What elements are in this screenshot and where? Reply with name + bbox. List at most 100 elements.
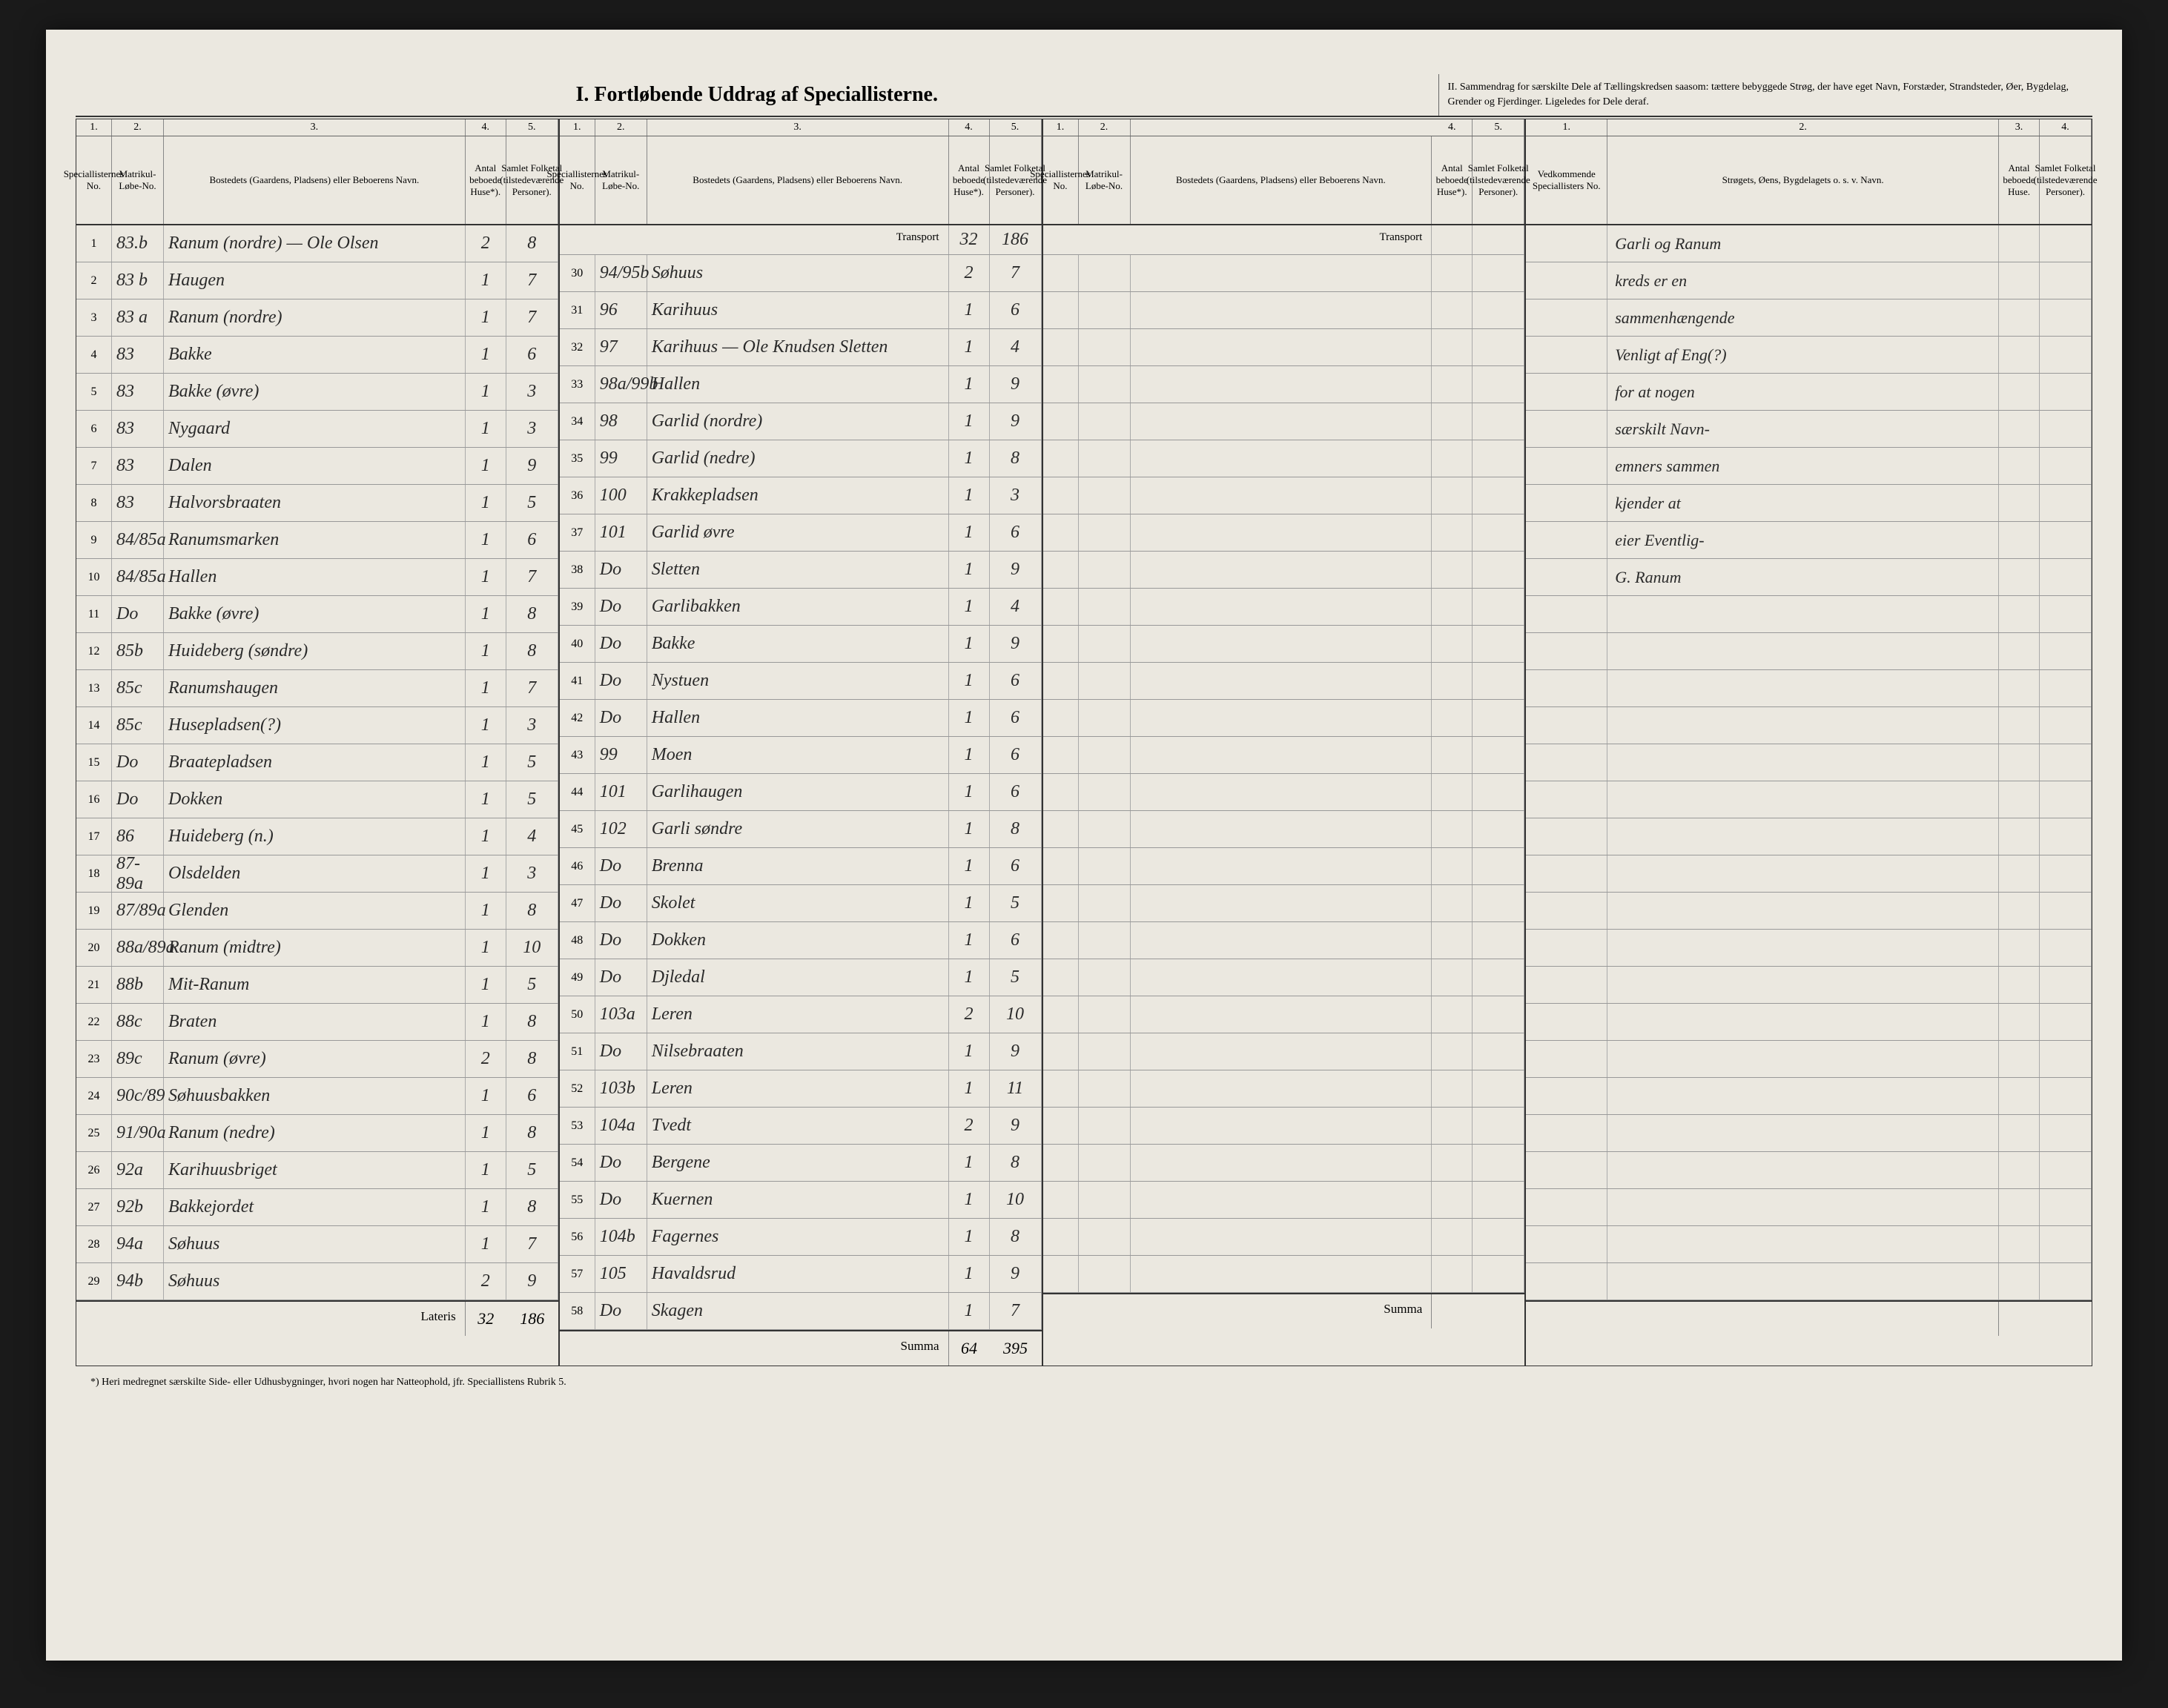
persons: 9 xyxy=(506,1263,558,1300)
place-name: Djledal xyxy=(647,959,949,996)
speciallist-no xyxy=(1526,1152,1607,1188)
matrikul-no: 90c/89 xyxy=(112,1078,164,1114)
table-row xyxy=(1043,959,1525,996)
houses xyxy=(1999,707,2040,744)
houses xyxy=(1432,292,1473,328)
matrikul-no: 92a xyxy=(112,1152,164,1188)
persons xyxy=(1473,774,1524,810)
persons xyxy=(2040,522,2092,558)
persons xyxy=(2040,1263,2092,1300)
persons xyxy=(2040,1041,2092,1077)
place-name xyxy=(1131,922,1432,959)
houses xyxy=(1432,1256,1473,1292)
table-row xyxy=(1043,1108,1525,1145)
row-no: 11 xyxy=(76,596,112,632)
row-no xyxy=(1043,403,1079,440)
matrikul-no xyxy=(1079,626,1131,662)
table-row xyxy=(1043,1033,1525,1070)
col-header-row: Speciallisternes No. Matrikul-Løbe-No. B… xyxy=(1043,136,1525,225)
table-row: 2591/90aRanum (nedre)18 xyxy=(76,1115,558,1152)
houses: 1 xyxy=(466,1004,506,1040)
persons xyxy=(1473,959,1524,996)
persons: 5 xyxy=(506,1152,558,1188)
table-row xyxy=(1526,1263,2092,1300)
persons: 6 xyxy=(506,522,558,558)
place-name: Leren xyxy=(647,1070,949,1107)
houses xyxy=(1999,596,2040,632)
place-name: Ranum (nordre) xyxy=(164,299,466,336)
matrikul-no: 87/89a xyxy=(112,893,164,929)
row-no xyxy=(1043,292,1079,328)
persons: 8 xyxy=(990,440,1042,477)
table-row xyxy=(1043,811,1525,848)
matrikul-no: 103a xyxy=(595,996,647,1033)
houses xyxy=(1999,1004,2040,1040)
matrikul-no: Do xyxy=(595,700,647,736)
houses xyxy=(1999,485,2040,521)
table-row xyxy=(1043,700,1525,737)
matrikul-no xyxy=(1079,959,1131,996)
row-no: 6 xyxy=(76,411,112,447)
row-no xyxy=(1043,366,1079,403)
section-b: 1. 2. 3. 4. 5. Speciallisternes No. Matr… xyxy=(560,119,1043,1366)
houses: 1 xyxy=(466,411,506,447)
row-no: 40 xyxy=(560,626,595,662)
matrikul-no: 104a xyxy=(595,1108,647,1144)
table-row: 40DoBakke19 xyxy=(560,626,1042,663)
houses xyxy=(1999,1152,2040,1188)
matrikul-no: Do xyxy=(595,1145,647,1181)
persons xyxy=(2040,1115,2092,1151)
persons: 10 xyxy=(506,930,558,966)
table-row: 1385cRanumshaugen17 xyxy=(76,670,558,707)
row-no: 25 xyxy=(76,1115,112,1151)
row-no: 12 xyxy=(76,633,112,669)
matrikul-no: 99 xyxy=(595,440,647,477)
table-row: særskilt Navn- xyxy=(1526,411,2092,448)
persons xyxy=(1473,1108,1524,1144)
matrikul-no xyxy=(1079,1033,1131,1070)
place-name: Bakke xyxy=(164,337,466,373)
place-name: Havaldsrud xyxy=(647,1256,949,1292)
matrikul-no xyxy=(1079,440,1131,477)
matrikul-no: Do xyxy=(595,552,647,588)
houses xyxy=(1999,337,2040,373)
houses: 1 xyxy=(466,633,506,669)
houses: 1 xyxy=(949,626,990,662)
district-note xyxy=(1607,1189,1999,1225)
row-no: 22 xyxy=(76,1004,112,1040)
table-row: emners sammen xyxy=(1526,448,2092,485)
persons: 5 xyxy=(506,967,558,1003)
persons: 4 xyxy=(990,329,1042,365)
matrikul-no: 98a/99b xyxy=(595,366,647,403)
place-name: Dokken xyxy=(164,781,466,818)
summa-row-c: Summa xyxy=(1043,1293,1525,1328)
place-name: Søhuus xyxy=(164,1263,466,1300)
speciallist-no xyxy=(1526,596,1607,632)
persons xyxy=(1473,1070,1524,1107)
table-row xyxy=(1043,885,1525,922)
place-name: Huideberg (n.) xyxy=(164,818,466,855)
table-row: 54DoBergene18 xyxy=(560,1145,1042,1182)
row-no xyxy=(1043,922,1079,959)
speciallist-no xyxy=(1526,559,1607,595)
matrikul-no xyxy=(1079,737,1131,773)
houses: 1 xyxy=(949,737,990,773)
table-row: 1987/89aGlenden18 xyxy=(76,893,558,930)
place-name xyxy=(1131,440,1432,477)
table-row xyxy=(1526,893,2092,930)
matrikul-no xyxy=(1079,552,1131,588)
persons xyxy=(2040,633,2092,669)
houses xyxy=(1432,403,1473,440)
houses: 1 xyxy=(466,707,506,744)
table-row: 2088a/89aRanum (midtre)110 xyxy=(76,930,558,967)
table-row: 37101Garlid øvre16 xyxy=(560,514,1042,552)
row-no: 48 xyxy=(560,922,595,959)
persons: 6 xyxy=(506,337,558,373)
district-note: kjender at xyxy=(1607,485,1999,521)
place-name xyxy=(1131,514,1432,551)
houses xyxy=(1432,663,1473,699)
persons: 9 xyxy=(990,1108,1042,1144)
houses xyxy=(1999,855,2040,892)
table-row: 44101Garlihaugen16 xyxy=(560,774,1042,811)
district-note xyxy=(1607,855,1999,892)
